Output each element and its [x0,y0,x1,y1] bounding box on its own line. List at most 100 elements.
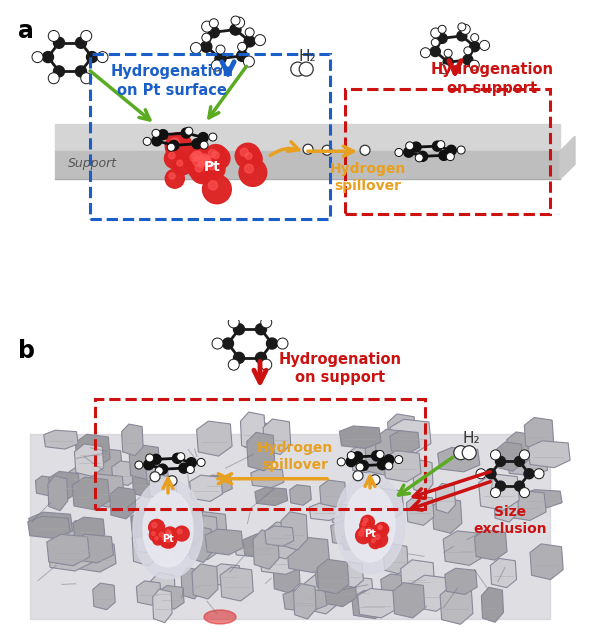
Polygon shape [384,450,421,482]
Circle shape [460,24,470,35]
Circle shape [437,33,447,43]
Circle shape [143,137,151,146]
Polygon shape [247,433,275,471]
Circle shape [167,539,170,543]
Circle shape [490,488,500,498]
Circle shape [211,60,222,71]
Circle shape [245,28,254,37]
Ellipse shape [345,486,395,562]
Polygon shape [494,488,519,522]
Text: Hydrogen
spillover: Hydrogen spillover [257,441,333,472]
Polygon shape [342,532,386,551]
Circle shape [159,532,164,537]
Circle shape [156,529,171,544]
Polygon shape [440,586,473,624]
Circle shape [167,531,171,535]
Polygon shape [530,544,563,580]
Circle shape [177,452,185,461]
Circle shape [235,143,260,169]
Polygon shape [153,498,186,532]
Polygon shape [132,528,160,566]
Circle shape [179,463,189,473]
Polygon shape [69,466,94,488]
Circle shape [153,535,163,545]
Circle shape [190,159,215,183]
Polygon shape [149,475,177,499]
Circle shape [168,152,175,159]
Circle shape [243,56,254,67]
Polygon shape [479,473,519,511]
Polygon shape [211,564,241,587]
Polygon shape [317,559,349,594]
Circle shape [53,66,65,77]
Polygon shape [74,517,105,542]
Ellipse shape [133,479,203,579]
Circle shape [524,469,534,479]
Circle shape [299,62,313,76]
Circle shape [197,156,205,164]
Polygon shape [71,534,113,563]
Circle shape [322,145,332,155]
Ellipse shape [335,473,405,574]
Circle shape [165,528,178,541]
Circle shape [177,160,183,166]
Circle shape [378,525,382,529]
Circle shape [149,520,164,535]
Polygon shape [340,562,364,587]
Circle shape [165,169,184,189]
Circle shape [48,31,59,42]
Polygon shape [44,430,78,449]
Circle shape [173,157,192,175]
Polygon shape [375,429,409,465]
Circle shape [164,536,176,548]
Polygon shape [111,461,138,486]
Circle shape [158,464,168,474]
Circle shape [447,145,456,155]
Circle shape [244,164,253,173]
Circle shape [228,359,239,370]
Polygon shape [438,447,480,472]
Circle shape [203,144,228,169]
Circle shape [471,34,479,42]
Circle shape [353,452,363,462]
Polygon shape [263,419,291,454]
Circle shape [256,352,266,364]
Polygon shape [413,460,433,493]
Text: Hydrogenation
on support: Hydrogenation on support [431,63,553,96]
Circle shape [185,148,211,174]
Polygon shape [507,432,534,464]
Circle shape [32,52,43,63]
Circle shape [212,151,219,158]
Circle shape [534,469,544,479]
Bar [90,54,330,219]
Polygon shape [401,560,435,597]
Circle shape [464,47,472,55]
Polygon shape [482,587,503,622]
Circle shape [150,472,160,482]
Circle shape [208,27,219,38]
Circle shape [195,149,222,175]
Circle shape [378,525,382,530]
Circle shape [209,163,215,169]
Circle shape [359,526,370,537]
Polygon shape [266,522,298,559]
Circle shape [203,175,231,204]
Polygon shape [220,567,253,601]
Polygon shape [189,527,212,562]
Circle shape [457,31,467,41]
Polygon shape [315,568,339,604]
Polygon shape [49,472,80,499]
Polygon shape [365,438,398,475]
Polygon shape [36,476,55,495]
Polygon shape [133,519,170,546]
Text: Pt: Pt [162,534,174,544]
Circle shape [200,152,222,174]
Circle shape [144,459,154,470]
Circle shape [385,462,393,470]
Polygon shape [251,468,284,488]
Circle shape [356,463,364,471]
Circle shape [234,17,245,28]
Circle shape [195,158,213,176]
Text: b: b [18,339,35,362]
Circle shape [215,53,226,64]
